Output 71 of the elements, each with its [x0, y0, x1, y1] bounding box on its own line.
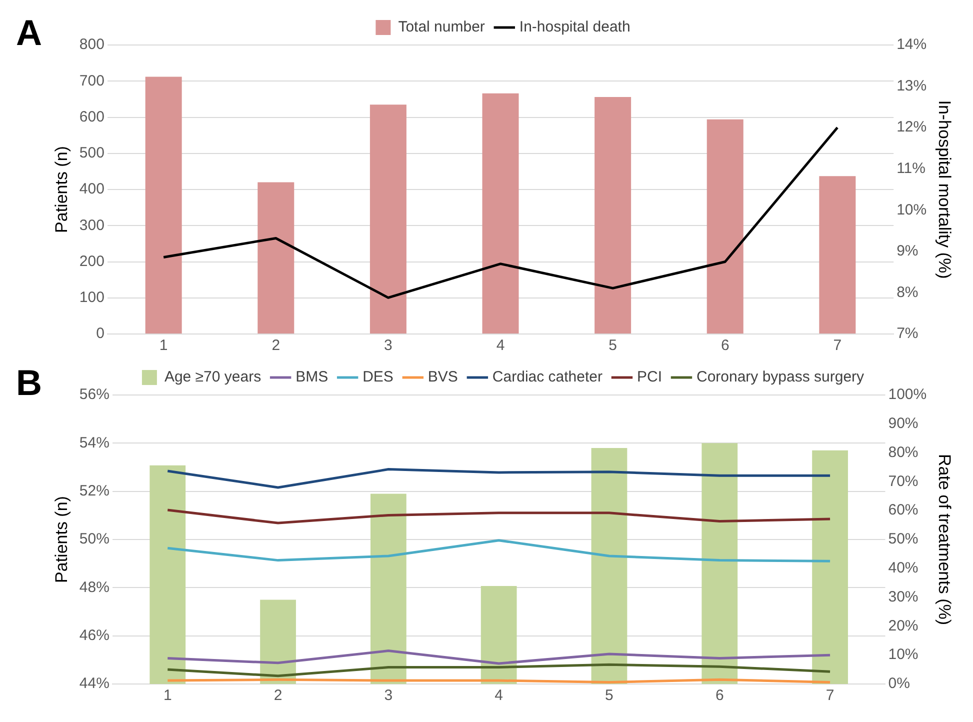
y-tick-label: 800 — [79, 36, 104, 54]
y2-tick-label: 70% — [888, 472, 918, 490]
x-tick-label: 3 — [384, 337, 392, 354]
x-tick-label: 6 — [715, 687, 724, 704]
legend-label: Coronary bypass surgery — [696, 368, 865, 386]
legend-label: In-hospital death — [519, 18, 630, 36]
bar — [706, 119, 744, 334]
y2-tick-label: 7% — [896, 325, 918, 342]
legend-label: Total number — [398, 18, 485, 36]
x-tick-label: 4 — [494, 687, 503, 704]
legend-label: DES — [362, 368, 394, 386]
y2-tick-label: 100% — [888, 386, 927, 404]
y-tick-label: 56% — [79, 386, 110, 404]
y2-axis-title: In-hospital mortality (%) — [935, 100, 954, 279]
x-tick-label: 2 — [274, 687, 282, 704]
legend-label: BVS — [428, 368, 458, 386]
y-tick-label: 400 — [79, 180, 104, 198]
y2-tick-label: 80% — [888, 444, 918, 461]
y-tick-label: 46% — [79, 626, 110, 644]
y2-tick-label: 12% — [896, 118, 927, 136]
chart-title: B — [16, 362, 42, 404]
y-axis-title: Patients (n) — [52, 496, 71, 583]
y2-tick-label: 13% — [896, 77, 927, 94]
y2-tick-label: 8% — [896, 284, 918, 301]
x-tick-label: 4 — [496, 337, 505, 354]
chart-title: A — [16, 12, 42, 54]
y-tick-label: 300 — [79, 216, 104, 234]
bar — [370, 104, 406, 334]
y-tick-label: 100 — [79, 289, 104, 306]
bar — [145, 76, 182, 334]
bar — [594, 97, 632, 334]
y2-tick-label: 0% — [888, 675, 910, 692]
y2-axis-title: Rate of treatments (%) — [935, 454, 954, 626]
y-tick-label: 48% — [79, 578, 110, 596]
bar — [819, 176, 856, 334]
y-tick-label: 500 — [79, 144, 104, 162]
y2-tick-label: 40% — [888, 560, 918, 577]
y2-tick-label: 14% — [896, 36, 927, 54]
legend-label: BMS — [296, 368, 328, 386]
y2-tick-label: 10% — [896, 201, 927, 218]
y-tick-label: 54% — [79, 434, 110, 452]
bar — [482, 93, 519, 334]
y2-tick-label: 10% — [888, 646, 918, 664]
y-tick-label: 700 — [79, 72, 104, 90]
legend-label: Age ≥70 years — [164, 368, 262, 386]
legend-label: PCI — [636, 368, 662, 386]
y2-tick-label: 50% — [888, 530, 918, 548]
y2-tick-label: 20% — [888, 617, 918, 634]
x-tick-label: 3 — [384, 687, 393, 704]
y2-tick-label: 90% — [888, 415, 918, 432]
y-tick-label: 44% — [79, 675, 110, 692]
y-tick-label: 200 — [79, 252, 104, 270]
legend-label: Cardiac catheter — [492, 368, 602, 386]
x-tick-label: 1 — [163, 687, 172, 704]
y-tick-label: 0 — [96, 325, 104, 342]
y2-tick-label: 9% — [896, 242, 918, 260]
x-tick-label: 6 — [720, 337, 730, 354]
x-tick-label: 5 — [605, 687, 614, 704]
x-tick-label: 7 — [833, 337, 842, 354]
x-tick-label: 2 — [272, 337, 280, 354]
x-tick-label: 5 — [608, 337, 617, 354]
y-axis-title: Patients (n) — [52, 146, 71, 233]
bar — [258, 182, 294, 334]
y2-tick-label: 11% — [896, 160, 926, 177]
y2-tick-label: 30% — [888, 588, 918, 606]
x-tick-label: 1 — [159, 337, 168, 354]
y2-tick-label: 60% — [888, 502, 918, 519]
y-tick-label: 52% — [79, 482, 110, 500]
y-tick-label: 50% — [79, 530, 110, 548]
x-tick-label: 7 — [826, 687, 834, 704]
y-tick-label: 600 — [79, 108, 104, 126]
